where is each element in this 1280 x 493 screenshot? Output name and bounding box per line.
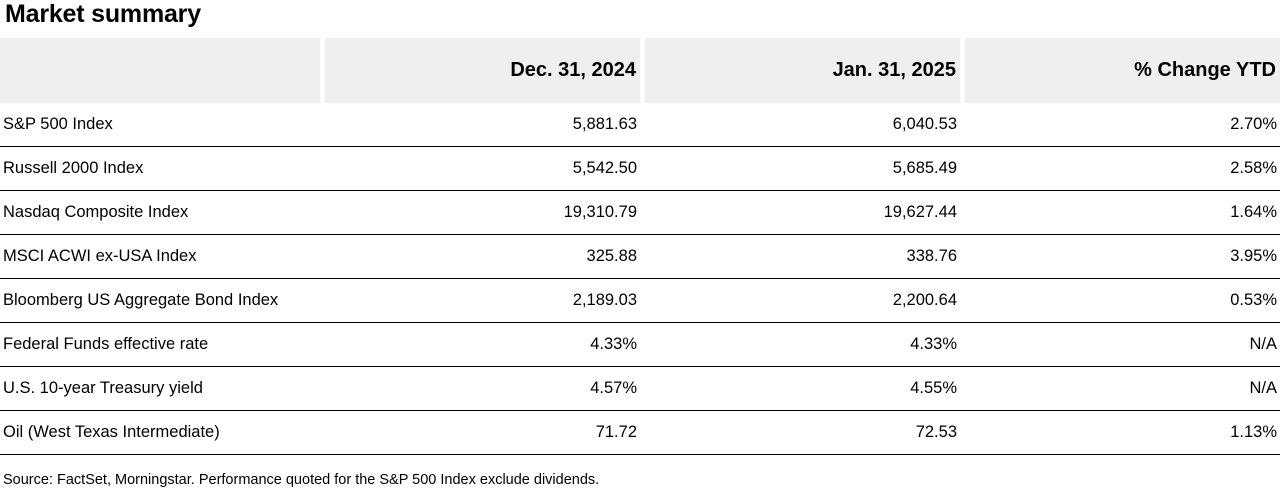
header-cell-change-ytd: % Change YTD [960,38,1280,103]
jan-2025-value: 6,040.53 [640,103,960,147]
row-label: Federal Funds effective rate [0,323,320,367]
change-ytd-value: 2.70% [960,103,1280,147]
table-row: Federal Funds effective rate 4.33% 4.33%… [0,323,1280,367]
jan-2025-value: 2,200.64 [640,279,960,323]
dec-2024-value: 19,310.79 [320,191,640,235]
dec-2024-value: 71.72 [320,411,640,455]
dec-2024-value: 325.88 [320,235,640,279]
jan-2025-value: 4.33% [640,323,960,367]
dec-2024-value: 4.33% [320,323,640,367]
change-ytd-value: 0.53% [960,279,1280,323]
table-row: Oil (West Texas Intermediate) 71.72 72.5… [0,411,1280,455]
table-row: MSCI ACWI ex-USA Index 325.88 338.76 3.9… [0,235,1280,279]
dec-2024-value: 5,881.63 [320,103,640,147]
page-title: Market summary [5,0,201,28]
change-ytd-value: N/A [960,367,1280,411]
jan-2025-value: 5,685.49 [640,147,960,191]
table-row: U.S. 10-year Treasury yield 4.57% 4.55% … [0,367,1280,411]
table-header-row: Dec. 31, 2024 Jan. 31, 2025 % Change YTD [0,38,1280,103]
change-ytd-value: N/A [960,323,1280,367]
source-footnote: Source: FactSet, Morningstar. Performanc… [3,472,600,488]
row-label: Bloomberg US Aggregate Bond Index [0,279,320,323]
jan-2025-value: 19,627.44 [640,191,960,235]
row-label: U.S. 10-year Treasury yield [0,367,320,411]
table-row: Bloomberg US Aggregate Bond Index 2,189.… [0,279,1280,323]
table-row: Nasdaq Composite Index 19,310.79 19,627.… [0,191,1280,235]
header-cell-dec-2024: Dec. 31, 2024 [320,38,640,103]
dec-2024-value: 2,189.03 [320,279,640,323]
change-ytd-value: 2.58% [960,147,1280,191]
jan-2025-value: 72.53 [640,411,960,455]
row-label: Oil (West Texas Intermediate) [0,411,320,455]
row-label: Nasdaq Composite Index [0,191,320,235]
row-label: S&P 500 Index [0,103,320,147]
dec-2024-value: 5,542.50 [320,147,640,191]
change-ytd-value: 1.64% [960,191,1280,235]
header-jan-2025-label: Jan. 31, 2025 [645,38,960,103]
row-label: Russell 2000 Index [0,147,320,191]
jan-2025-value: 4.55% [640,367,960,411]
change-ytd-value: 3.95% [960,235,1280,279]
jan-2025-value: 338.76 [640,235,960,279]
change-ytd-value: 1.13% [960,411,1280,455]
table-row: Russell 2000 Index 5,542.50 5,685.49 2.5… [0,147,1280,191]
header-dec-2024-label: Dec. 31, 2024 [325,38,640,103]
table-row: S&P 500 Index 5,881.63 6,040.53 2.70% [0,103,1280,147]
row-label: MSCI ACWI ex-USA Index [0,235,320,279]
dec-2024-value: 4.57% [320,367,640,411]
header-cell-jan-2025: Jan. 31, 2025 [640,38,960,103]
header-index-label [0,38,315,103]
header-cell-index [0,38,320,103]
market-summary-table: Dec. 31, 2024 Jan. 31, 2025 % Change YTD… [0,38,1280,455]
header-change-ytd-label: % Change YTD [965,38,1280,103]
